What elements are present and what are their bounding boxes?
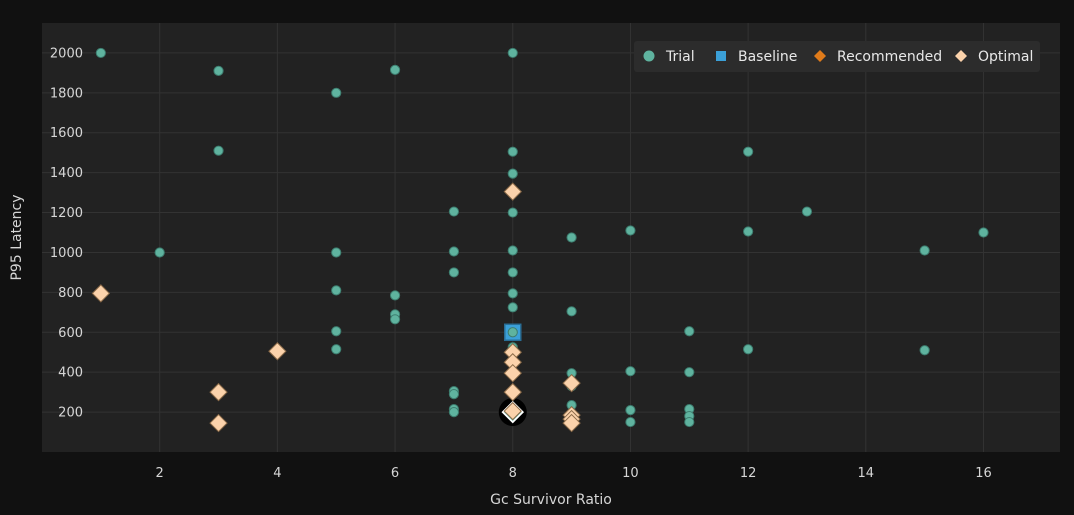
trial-point[interactable] (389, 290, 401, 301)
legend: Trial Baseline Recommended Optimal (634, 41, 1040, 72)
trial-point[interactable] (566, 232, 577, 243)
trial-point[interactable] (625, 366, 636, 377)
optimal-point[interactable] (562, 373, 581, 393)
trial-point[interactable] (448, 267, 460, 278)
trial-point[interactable] (625, 225, 636, 236)
trial-point[interactable] (743, 344, 754, 355)
legend-baseline-marker (716, 51, 726, 61)
trial-point[interactable] (213, 145, 224, 156)
y-tick-label: 800 (58, 286, 83, 301)
y-tick-label: 1200 (50, 206, 83, 221)
x-tick-label: 6 (391, 466, 399, 481)
x-tick-label: 14 (858, 466, 875, 481)
trial-point[interactable] (625, 416, 636, 428)
optimal-point[interactable] (91, 284, 111, 303)
trial-point[interactable] (331, 344, 342, 355)
optimal-point[interactable] (503, 401, 522, 421)
trial-point[interactable] (154, 247, 165, 258)
trial-point[interactable] (448, 246, 460, 257)
trial-point[interactable] (978, 227, 989, 238)
y-tick-label: 1600 (50, 126, 83, 141)
y-tick-label: 1800 (50, 86, 83, 101)
legend-trial-marker (643, 50, 655, 62)
optimal-point[interactable] (562, 413, 581, 433)
trial-point[interactable] (507, 302, 518, 313)
trial-point[interactable] (507, 267, 518, 278)
legend-baseline-label[interactable]: Baseline (738, 49, 797, 65)
trial-point[interactable] (213, 65, 224, 76)
trial-point[interactable] (95, 47, 106, 59)
trial-point[interactable] (448, 406, 460, 418)
trial-point[interactable] (389, 64, 401, 75)
legend-optimal-label[interactable]: Optimal (978, 49, 1033, 65)
optimal-point[interactable] (209, 382, 228, 402)
trial-point[interactable] (743, 146, 754, 157)
trial-point[interactable] (801, 206, 813, 217)
trial-point[interactable] (684, 416, 695, 428)
trial-point[interactable] (684, 367, 695, 378)
legend-trial-label[interactable]: Trial (665, 49, 695, 65)
trial-point[interactable] (507, 168, 518, 179)
grid-lines (42, 23, 1060, 452)
optimal-point[interactable] (503, 182, 522, 201)
plot-area (42, 23, 1060, 452)
trial-point[interactable] (331, 326, 342, 337)
y-tick-label: 400 (58, 366, 83, 381)
trial-point[interactable] (919, 245, 930, 256)
x-axis-title: Gc Survivor Ratio (490, 492, 612, 508)
trial-point[interactable] (625, 404, 636, 416)
optimal-point[interactable] (268, 342, 287, 361)
trial-point[interactable] (507, 245, 518, 256)
legend-recommended-marker (814, 50, 826, 62)
y-tick-label: 1000 (50, 246, 83, 261)
legend-recommended-label[interactable]: Recommended (837, 49, 942, 65)
y-tick-label: 1400 (50, 166, 83, 181)
legend-background (634, 41, 1040, 72)
trial-point[interactable] (566, 306, 577, 317)
trial-point[interactable] (507, 288, 518, 299)
x-tick-label: 16 (975, 466, 992, 481)
data-points (91, 47, 989, 433)
x-tick-label: 2 (156, 466, 164, 481)
trial-point[interactable] (448, 206, 460, 217)
x-tick-label: 12 (740, 466, 757, 481)
trial-point[interactable] (507, 146, 518, 157)
trial-point[interactable] (331, 247, 342, 258)
y-tick-label: 2000 (50, 46, 83, 61)
trial-point[interactable] (331, 285, 342, 296)
legend-optimal-marker (955, 50, 967, 62)
optimal-point[interactable] (209, 413, 228, 433)
y-tick-label: 600 (58, 326, 83, 341)
trial-point[interactable] (331, 87, 342, 98)
x-tick-label: 10 (622, 466, 639, 481)
baseline-trial-dot (507, 327, 518, 338)
optimal-point[interactable] (503, 382, 522, 402)
trial-point[interactable] (389, 314, 401, 325)
trial-point[interactable] (743, 226, 754, 237)
x-tick-label: 8 (509, 466, 517, 481)
x-tick-label: 4 (273, 466, 281, 481)
trial-point[interactable] (448, 389, 460, 400)
trial-point[interactable] (919, 345, 930, 356)
y-axis-ticks: 200 400 600 800 1000 1200 1400 1600 1800 2000 (50, 46, 83, 420)
trial-point[interactable] (684, 326, 695, 337)
optimal-point[interactable] (503, 363, 522, 383)
trial-point[interactable] (507, 207, 518, 218)
trial-point[interactable] (507, 47, 518, 59)
y-axis-title: P95 Latency (9, 194, 25, 280)
y-tick-label: 200 (58, 406, 83, 421)
x-axis-ticks: 2 4 6 8 10 12 14 16 (156, 466, 992, 481)
